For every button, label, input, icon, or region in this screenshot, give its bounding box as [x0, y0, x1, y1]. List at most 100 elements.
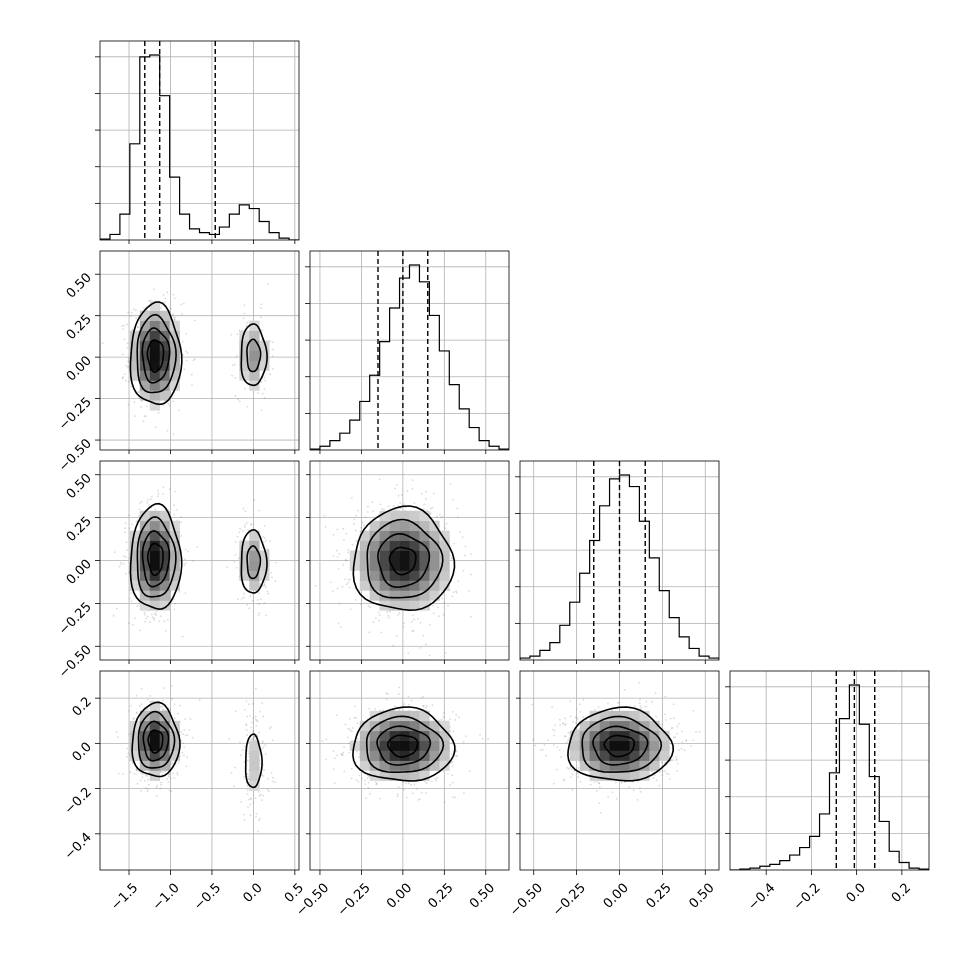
sample-point	[185, 765, 188, 768]
sample-point	[133, 401, 136, 404]
sample-point	[182, 302, 185, 305]
histogram-panel-2	[305, 250, 510, 451]
sample-point	[254, 715, 257, 718]
sample-point	[329, 581, 332, 584]
sample-point	[245, 700, 248, 703]
sample-point	[261, 329, 263, 332]
density-cell	[429, 570, 440, 581]
density-cell	[149, 360, 161, 371]
density-cell	[149, 540, 161, 551]
sample-point	[350, 767, 353, 770]
sample-point	[146, 615, 149, 618]
sample-point	[126, 323, 128, 326]
sample-point	[366, 511, 369, 513]
sample-point	[134, 464, 136, 466]
density-cell	[129, 740, 141, 751]
contour-level-1	[129, 301, 183, 406]
sample-point	[354, 599, 357, 601]
sample-point	[159, 615, 162, 618]
sample-point	[135, 520, 138, 523]
sample-point	[261, 799, 263, 801]
sample-point	[198, 698, 201, 701]
sample-point	[246, 406, 249, 408]
sample-point	[184, 592, 187, 594]
density-cell	[249, 550, 260, 561]
density-cell	[239, 550, 250, 561]
density-cell	[399, 570, 410, 581]
sample-point	[429, 600, 432, 603]
sample-point	[336, 549, 338, 552]
sample-point	[449, 483, 452, 485]
density-cell	[399, 760, 410, 771]
sample-point	[173, 316, 176, 319]
density-cell	[129, 580, 141, 591]
sample-point	[253, 499, 256, 501]
sample-point	[176, 509, 178, 511]
density-cell	[249, 370, 260, 381]
sample-point	[245, 522, 248, 524]
density-cell	[129, 350, 141, 361]
sample-point	[258, 603, 261, 606]
density-cell	[429, 580, 440, 591]
density-cell	[379, 740, 390, 751]
sample-point	[122, 773, 124, 775]
sample-point	[261, 585, 264, 588]
density-cell	[429, 760, 440, 771]
sample-point	[423, 704, 425, 707]
sample-point	[117, 772, 120, 775]
sample-point	[262, 775, 265, 777]
sample-point	[325, 738, 328, 741]
density-cell	[359, 560, 371, 571]
sample-point	[153, 612, 156, 615]
contour-level-3	[376, 725, 432, 766]
sample-point	[334, 757, 336, 760]
sample-point	[240, 801, 243, 803]
density-cell	[139, 560, 151, 571]
sample-point	[437, 719, 440, 722]
sample-point	[174, 717, 176, 720]
sample-point	[403, 703, 405, 705]
sample-point	[408, 703, 410, 706]
sample-point	[135, 309, 137, 312]
sample-point	[127, 360, 130, 362]
density-cell	[129, 560, 141, 571]
sample-point	[247, 798, 250, 801]
sample-point	[167, 402, 170, 405]
density-cell	[439, 720, 450, 732]
sample-point	[166, 778, 169, 780]
sample-point	[121, 377, 124, 380]
contour-level-4	[147, 729, 164, 754]
density-cell	[149, 320, 161, 331]
sample-point	[355, 716, 357, 719]
density-cell	[379, 510, 390, 522]
sample-point	[242, 317, 245, 320]
sample-point	[423, 503, 425, 506]
density-cell	[149, 760, 161, 771]
sample-point	[251, 599, 254, 602]
sample-point	[243, 596, 245, 599]
sample-point	[161, 708, 164, 711]
density-cell	[429, 560, 440, 571]
sample-point	[367, 787, 370, 789]
sample-point	[162, 771, 165, 774]
density-cell	[389, 540, 400, 551]
sample-point	[174, 317, 177, 319]
sample-point	[452, 730, 455, 733]
sample-point	[236, 535, 239, 538]
sample-point	[356, 737, 359, 740]
sample-point	[347, 727, 350, 730]
sample-point	[124, 531, 126, 534]
sample-point	[348, 751, 351, 754]
sample-point	[422, 705, 424, 708]
sample-point	[342, 751, 344, 754]
density-cell	[439, 740, 450, 751]
sample-point	[244, 510, 247, 512]
sample-point	[263, 584, 266, 586]
sample-point	[160, 705, 162, 708]
sample-point	[458, 716, 460, 719]
sample-point	[447, 605, 449, 607]
sample-point	[249, 715, 252, 717]
density-cell	[399, 720, 410, 732]
sample-point	[383, 508, 385, 511]
sample-point	[377, 611, 380, 614]
